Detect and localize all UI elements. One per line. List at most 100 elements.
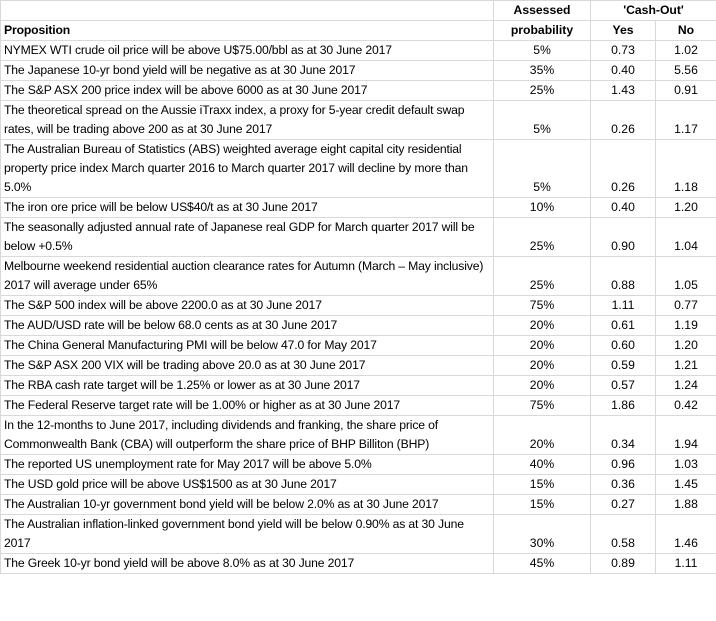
- proposition-cell: The S&P ASX 200 price index will be abov…: [0, 80, 494, 101]
- no-cell: 1.05: [654, 256, 716, 296]
- no-cell: 1.88: [654, 494, 716, 515]
- no-cell: 1.21: [654, 355, 716, 376]
- no-cell: 0.91: [654, 80, 716, 101]
- table-body: Assessed 'Cash-Out' Proposition probabil…: [0, 0, 716, 574]
- proposition-cell: The S&P ASX 200 VIX will be trading abov…: [0, 355, 494, 376]
- probability-cell: 20%: [493, 335, 591, 356]
- no-cell: 5.56: [654, 60, 716, 81]
- header-cell: Proposition: [0, 20, 494, 41]
- probability-cell: 30%: [493, 514, 591, 554]
- yes-cell: 0.40: [590, 197, 656, 218]
- yes-cell: 1.86: [590, 395, 656, 416]
- table-row: NYMEX WTI crude oil price will be above …: [0, 40, 716, 61]
- no-cell: 0.42: [654, 395, 716, 416]
- proposition-cell: Melbourne weekend residential auction cl…: [0, 256, 494, 296]
- yes-cell: 0.58: [590, 514, 656, 554]
- probability-cell: 20%: [493, 355, 591, 376]
- table-row: In the 12-months to June 2017, including…: [0, 415, 716, 455]
- table-row: The China General Manufacturing PMI will…: [0, 335, 716, 356]
- no-cell: 1.18: [654, 139, 716, 198]
- probability-cell: 15%: [493, 494, 591, 515]
- probability-cell: 25%: [493, 256, 591, 296]
- proposition-cell: The Japanese 10-yr bond yield will be ne…: [0, 60, 494, 81]
- header-row: Proposition probability Yes No: [0, 20, 716, 41]
- proposition-cell: The Greek 10-yr bond yield will be above…: [0, 553, 494, 574]
- header-cell: probability: [493, 20, 591, 41]
- no-cell: 1.04: [654, 217, 716, 257]
- probability-cell: 20%: [493, 375, 591, 396]
- probability-cell: 75%: [493, 295, 591, 316]
- proposition-cell: The reported US unemployment rate for Ma…: [0, 454, 494, 475]
- yes-cell: 0.26: [590, 100, 656, 140]
- header-cell: Yes: [590, 20, 656, 41]
- table-row: The RBA cash rate target will be 1.25% o…: [0, 375, 716, 396]
- header-cell: Assessed: [493, 0, 591, 21]
- probability-cell: 20%: [493, 315, 591, 336]
- probability-cell: 5%: [493, 139, 591, 198]
- proposition-cell: The S&P 500 index will be above 2200.0 a…: [0, 295, 494, 316]
- yes-cell: 0.60: [590, 335, 656, 356]
- table-row: The AUD/USD rate will be below 68.0 cent…: [0, 315, 716, 336]
- table-row: The USD gold price will be above US$1500…: [0, 474, 716, 495]
- yes-cell: 0.89: [590, 553, 656, 574]
- table-row: The Australian Bureau of Statistics (ABS…: [0, 139, 716, 198]
- table-row: The seasonally adjusted annual rate of J…: [0, 217, 716, 257]
- yes-cell: 0.59: [590, 355, 656, 376]
- no-cell: 1.94: [654, 415, 716, 455]
- probability-cell: 5%: [493, 40, 591, 61]
- probability-cell: 25%: [493, 217, 591, 257]
- probability-cell: 40%: [493, 454, 591, 475]
- proposition-cell: The AUD/USD rate will be below 68.0 cent…: [0, 315, 494, 336]
- probability-cell: 10%: [493, 197, 591, 218]
- proposition-cell: The iron ore price will be below US$40/t…: [0, 197, 494, 218]
- table-row: The S&P ASX 200 price index will be abov…: [0, 80, 716, 101]
- proposition-cell: The RBA cash rate target will be 1.25% o…: [0, 375, 494, 396]
- header-row: Assessed 'Cash-Out': [0, 0, 716, 21]
- yes-cell: 0.61: [590, 315, 656, 336]
- proposition-cell: In the 12-months to June 2017, including…: [0, 415, 494, 455]
- yes-cell: 0.96: [590, 454, 656, 475]
- proposition-cell: The USD gold price will be above US$1500…: [0, 474, 494, 495]
- no-cell: 1.11: [654, 553, 716, 574]
- yes-cell: 1.43: [590, 80, 656, 101]
- proposition-cell: The Australian 10-yr government bond yie…: [0, 494, 494, 515]
- table-row: The S&P ASX 200 VIX will be trading abov…: [0, 355, 716, 376]
- table-row: The S&P 500 index will be above 2200.0 a…: [0, 295, 716, 316]
- table-row: The iron ore price will be below US$40/t…: [0, 197, 716, 218]
- yes-cell: 0.27: [590, 494, 656, 515]
- probability-cell: 15%: [493, 474, 591, 495]
- proposition-cell: NYMEX WTI crude oil price will be above …: [0, 40, 494, 61]
- probability-cell: 25%: [493, 80, 591, 101]
- proposition-cell: The Australian Bureau of Statistics (ABS…: [0, 139, 494, 198]
- table-row: The Federal Reserve target rate will be …: [0, 395, 716, 416]
- table-row: The theoretical spread on the Aussie iTr…: [0, 100, 716, 140]
- table-row: The Australian 10-yr government bond yie…: [0, 494, 716, 515]
- probability-cell: 20%: [493, 415, 591, 455]
- no-cell: 1.20: [654, 335, 716, 356]
- probability-cell: 45%: [493, 553, 591, 574]
- no-cell: 1.17: [654, 100, 716, 140]
- table-row: Melbourne weekend residential auction cl…: [0, 256, 716, 296]
- yes-cell: 1.11: [590, 295, 656, 316]
- no-cell: 1.45: [654, 474, 716, 495]
- no-cell: 1.20: [654, 197, 716, 218]
- table-row: The Australian inflation-linked governme…: [0, 514, 716, 554]
- proposition-cell: The Australian inflation-linked governme…: [0, 514, 494, 554]
- yes-cell: 0.57: [590, 375, 656, 396]
- no-cell: 1.24: [654, 375, 716, 396]
- proposition-cell: The Federal Reserve target rate will be …: [0, 395, 494, 416]
- probability-cell: 75%: [493, 395, 591, 416]
- no-cell: 1.03: [654, 454, 716, 475]
- yes-cell: 0.88: [590, 256, 656, 296]
- probability-cell: 35%: [493, 60, 591, 81]
- proposition-cell: The theoretical spread on the Aussie iTr…: [0, 100, 494, 140]
- yes-cell: 0.36: [590, 474, 656, 495]
- probability-cell: 5%: [493, 100, 591, 140]
- header-cell: No: [654, 20, 716, 41]
- table-row: The Greek 10-yr bond yield will be above…: [0, 553, 716, 574]
- header-cell: [0, 0, 494, 21]
- header-cell: 'Cash-Out': [589, 0, 716, 21]
- table-row: The reported US unemployment rate for Ma…: [0, 454, 716, 475]
- propositions-table: Assessed 'Cash-Out' Proposition probabil…: [0, 0, 716, 574]
